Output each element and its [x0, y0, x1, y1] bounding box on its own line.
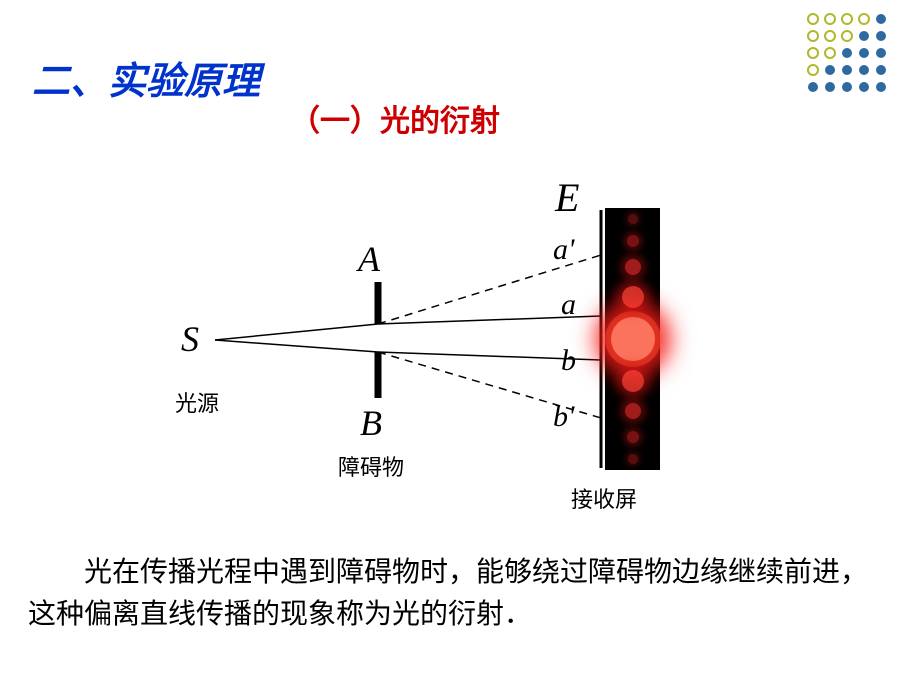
- label-aprime: a': [553, 233, 574, 267]
- diffraction-spot: [628, 214, 638, 224]
- cn-label-obstacle: 障碍物: [338, 450, 404, 482]
- label-E: E: [555, 174, 579, 221]
- diffraction-spot: [627, 235, 639, 247]
- diffraction-spot: [622, 370, 644, 392]
- diffraction-spot: [605, 311, 661, 367]
- diffraction-spot: [625, 403, 641, 419]
- section-subheading: （一）光的衍射: [290, 96, 500, 140]
- label-B: B: [360, 402, 382, 444]
- diffraction-diagram: S A B E a b a' b' 光源 障碍物 接收屏: [100, 170, 820, 500]
- label-b: b: [561, 344, 576, 378]
- diffraction-spot: [625, 259, 641, 275]
- diffraction-spot: [627, 431, 639, 443]
- diffraction-spot: [622, 286, 644, 308]
- label-S: S: [181, 318, 199, 360]
- diffraction-spot: [628, 454, 638, 464]
- section-heading: 二、实验原理: [32, 50, 260, 105]
- diagram-svg: [100, 170, 820, 500]
- label-a: a: [561, 288, 576, 322]
- cn-label-screen: 接收屏: [571, 482, 637, 514]
- cn-label-source: 光源: [175, 386, 219, 418]
- label-A: A: [358, 238, 380, 280]
- label-bprime: b': [553, 400, 574, 434]
- body-paragraph: 光在传播光程中遇到障碍物时，能够绕过障碍物边缘继续前进，这种偏离直线传播的现象称…: [28, 552, 890, 636]
- corner-decoration: [806, 12, 906, 112]
